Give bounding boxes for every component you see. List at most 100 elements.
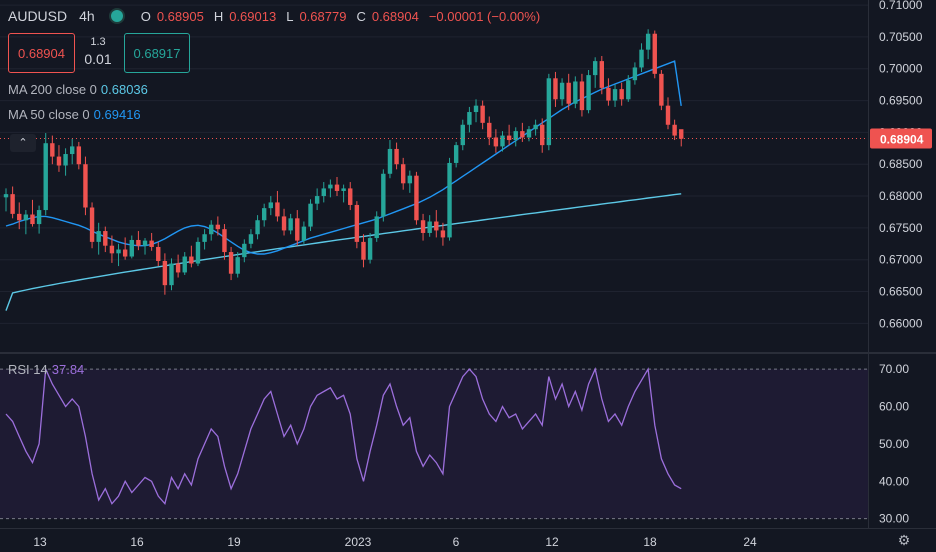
time-tick-label: 19 xyxy=(227,535,241,549)
candle-body xyxy=(96,231,101,242)
time-tick-label: 12 xyxy=(545,535,559,549)
price-tick-label: 0.70000 xyxy=(879,62,923,76)
open-value: 0.68905 xyxy=(156,8,204,24)
buy-button[interactable]: 0.68917 xyxy=(124,33,190,73)
price-tick-label: 0.69500 xyxy=(879,94,923,108)
rsi-tick-label: 50.00 xyxy=(879,437,909,451)
candle-body xyxy=(626,80,631,100)
candle-body xyxy=(540,124,545,146)
time-tick-label: 24 xyxy=(743,535,757,549)
time-tick-label: 2023 xyxy=(345,535,372,549)
candle-body xyxy=(175,263,181,273)
spread-top: 1.3 xyxy=(90,36,106,48)
price-axis[interactable]: 0.710000.705000.700000.695000.690000.685… xyxy=(879,0,923,330)
low-value: 0.68779 xyxy=(299,8,347,24)
candle-body xyxy=(394,148,399,165)
candle-body xyxy=(354,204,360,242)
candle-body xyxy=(513,131,518,141)
rsi-legend[interactable]: RSI 14 37.84 xyxy=(8,362,84,377)
candle-body xyxy=(533,124,538,130)
close-key: C xyxy=(356,8,366,24)
candle-body xyxy=(36,210,42,225)
candle-body xyxy=(447,162,452,238)
candle-body xyxy=(281,216,287,231)
candle-body xyxy=(453,145,459,163)
ma200-value: 0.68036 xyxy=(100,82,148,97)
rsi-tick-label: 40.00 xyxy=(879,474,909,488)
spread-display: 1.3 0.01 xyxy=(80,34,116,68)
candle-body xyxy=(228,252,234,274)
high-value: 0.69013 xyxy=(229,8,277,24)
candle-body xyxy=(182,256,187,273)
candle-body xyxy=(10,194,15,214)
candle-body xyxy=(255,220,260,235)
candle-body xyxy=(341,188,346,191)
sell-button[interactable]: 0.68904 xyxy=(8,33,75,73)
ma200-legend[interactable]: MA 200 close 0 0.68036 xyxy=(8,82,148,97)
candle-body xyxy=(122,249,128,257)
rsi-axis[interactable]: 70.00 60.00 50.00 40.00 30.00 xyxy=(879,362,909,526)
price-tick-label: 0.71000 xyxy=(879,0,923,12)
candle-body xyxy=(43,143,48,211)
time-tick-label: 18 xyxy=(643,535,657,549)
candle-body xyxy=(235,257,240,274)
candle-body xyxy=(401,164,406,184)
candlestick-series xyxy=(3,29,684,295)
price-tick-label: 0.66000 xyxy=(879,316,923,330)
rsi-tick-label: 70.00 xyxy=(879,362,909,376)
candle-body xyxy=(434,221,439,231)
rsi-tick-label: 30.00 xyxy=(879,512,909,526)
chevron-up-icon[interactable]: ⌃ xyxy=(10,134,36,152)
candle-body xyxy=(460,124,465,146)
price-grid xyxy=(0,0,936,529)
candle-body xyxy=(162,260,168,286)
symbol-label[interactable]: AUDUSD xyxy=(8,8,68,24)
candle-body xyxy=(506,135,512,141)
candle-body xyxy=(672,124,677,136)
candle-body xyxy=(321,188,326,197)
candle-body xyxy=(645,33,651,50)
candle-body xyxy=(612,89,618,101)
rsi-band xyxy=(0,369,868,519)
gear-icon[interactable]: ⚙ xyxy=(897,532,911,548)
candle-body xyxy=(334,184,340,191)
candle-body xyxy=(156,246,161,261)
candle-body xyxy=(599,61,604,88)
candle-body xyxy=(149,240,154,247)
candle-body xyxy=(56,156,62,166)
candle-body xyxy=(136,239,141,246)
candle-body xyxy=(546,78,552,146)
rsi-panel xyxy=(0,368,868,520)
candle-body xyxy=(381,173,386,217)
time-axis[interactable]: 13 16 19 2023 6 12 18 24 xyxy=(33,535,757,549)
close-value: 0.68904 xyxy=(371,8,419,24)
candle-body xyxy=(288,218,293,231)
candle-body xyxy=(222,229,227,253)
ma50-legend[interactable]: MA 50 close 0 0.69416 xyxy=(8,107,141,122)
candle-body xyxy=(17,213,22,221)
market-open-icon xyxy=(110,10,123,22)
ma50-label: MA 50 close 0 xyxy=(8,107,90,122)
candle-body xyxy=(606,87,611,101)
candle-body xyxy=(70,146,75,155)
last-price-label: 0.68904 xyxy=(880,133,924,147)
rsi-series xyxy=(5,367,682,506)
candle-body xyxy=(242,243,247,258)
candle-body xyxy=(129,239,134,257)
candle-body xyxy=(619,89,624,100)
candle-body xyxy=(209,224,214,235)
timeframe-label[interactable]: 4h xyxy=(79,8,95,24)
time-tick-label: 16 xyxy=(130,535,144,549)
candle-body xyxy=(467,112,472,125)
rsi-label: RSI 14 xyxy=(8,362,48,377)
candle-body xyxy=(473,105,479,113)
candle-body xyxy=(592,61,598,76)
candle-body xyxy=(275,202,280,217)
candle-body xyxy=(566,82,571,104)
candle-body xyxy=(202,234,207,242)
spread-bottom: 0.01 xyxy=(84,51,112,67)
high-key: H xyxy=(213,8,224,24)
open-key: O xyxy=(140,8,151,24)
candle-body xyxy=(50,143,55,157)
